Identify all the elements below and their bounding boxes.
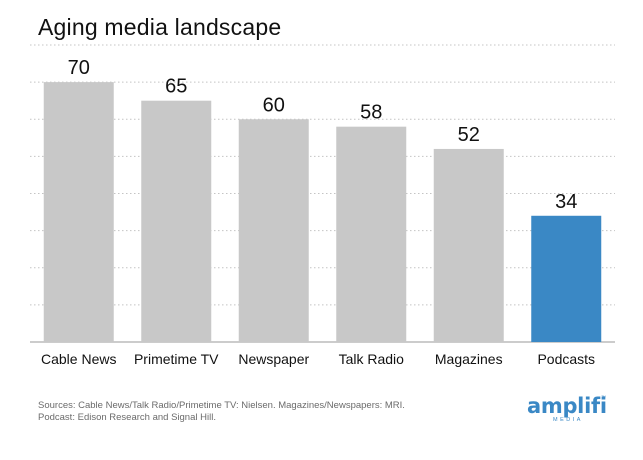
value-label: 34 (555, 191, 577, 213)
amplifi-logo: amplifi ™ MEDIA (527, 395, 607, 427)
category-labels: Cable News Primetime TV Newspaper Talk Radi… (41, 351, 595, 367)
sources-note: Sources: Cable News/Talk Radio/Primetime… (38, 400, 405, 423)
value-label: 70 (68, 57, 90, 79)
category-label: Newspaper (238, 351, 309, 367)
category-label: Magazines (435, 351, 503, 367)
logo-wordmark: amplifi (527, 394, 607, 418)
category-label: Cable News (41, 351, 116, 367)
bar-newspaper (238, 119, 309, 342)
bar-podcasts (531, 215, 602, 342)
bar-cable-news (43, 82, 114, 342)
value-labels: 70 65 60 58 52 34 (68, 57, 578, 213)
bar-magazines (433, 148, 504, 342)
bars (43, 82, 602, 342)
category-label: Primetime TV (134, 351, 219, 367)
bar-talk-radio (336, 126, 407, 342)
gridlines (30, 44, 615, 343)
value-label: 60 (263, 94, 285, 116)
category-label: Podcasts (537, 351, 595, 367)
sources-line-1: Sources: Cable News/Talk Radio/Primetime… (38, 400, 405, 411)
bar-primetime-tv (141, 100, 212, 342)
logo-trademark: ™ (601, 395, 606, 401)
chart-title: Aging media landscape (38, 14, 282, 40)
value-label: 52 (458, 124, 480, 146)
logo-subtitle: MEDIA (553, 417, 583, 423)
sources-line-2: Podcast: Edison Research and Signal Hill… (38, 411, 216, 423)
value-label: 58 (360, 102, 382, 124)
category-label: Talk Radio (339, 351, 405, 367)
value-label: 65 (165, 76, 187, 98)
